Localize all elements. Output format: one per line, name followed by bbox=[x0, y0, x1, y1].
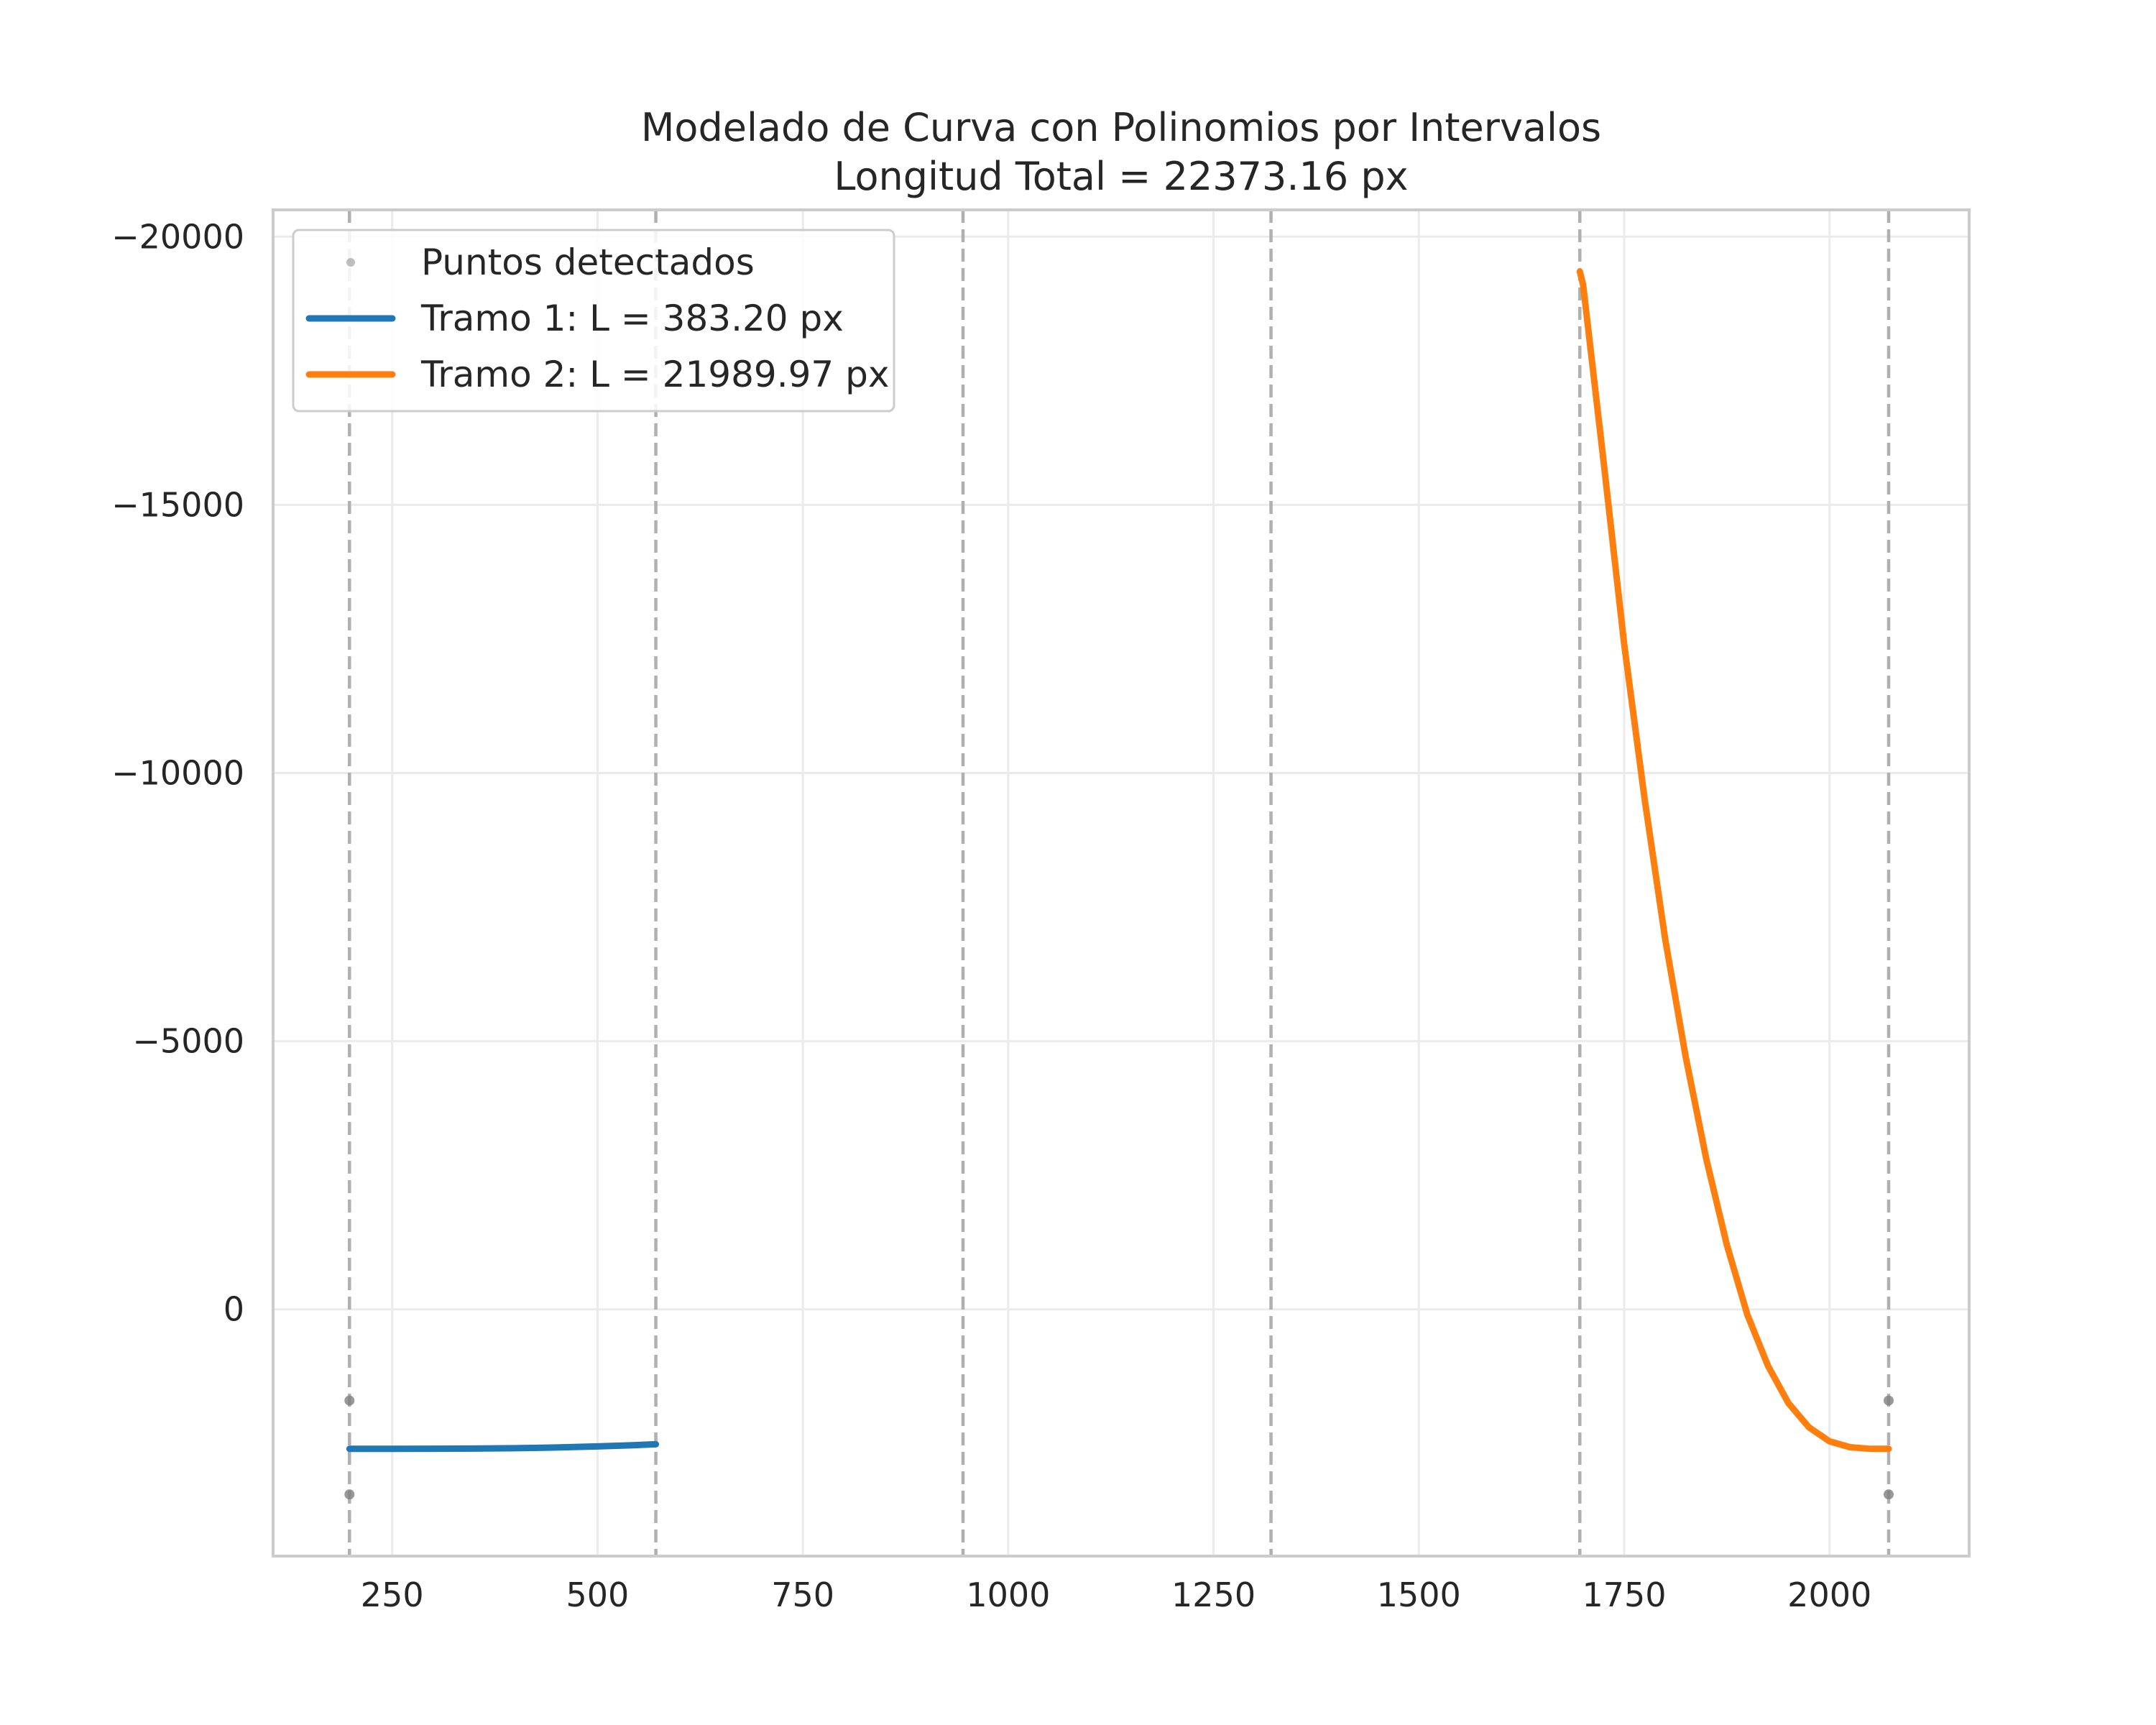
y-tick-label: −5000 bbox=[132, 1022, 244, 1061]
plot-frame bbox=[272, 208, 1971, 1558]
legend: Puntos detectados Tramo 1: L = 383.20 px T… bbox=[292, 229, 895, 413]
x-tick-label: 250 bbox=[361, 1576, 424, 1614]
y-tick-label: −15000 bbox=[111, 485, 244, 524]
detected-point bbox=[1884, 1395, 1894, 1406]
series-line-tramo-2 bbox=[1576, 268, 1892, 1453]
x-tick-label: 2000 bbox=[1787, 1576, 1871, 1614]
x-tick-label: 1000 bbox=[966, 1576, 1050, 1614]
detected-point bbox=[344, 1489, 355, 1500]
legend-marker-points bbox=[346, 258, 355, 267]
legend-label: Tramo 1: L = 383.20 px bbox=[420, 298, 844, 339]
y-tick-label: 0 bbox=[224, 1290, 244, 1329]
legend-label: Puntos detectados bbox=[421, 242, 755, 283]
detected-point bbox=[1884, 1489, 1894, 1500]
x-tick-label: 1250 bbox=[1171, 1576, 1256, 1614]
legend-box bbox=[292, 229, 895, 413]
chart-subtitle: Longitud Total = 22373.16 px bbox=[834, 154, 1408, 199]
series-line-tramo-1 bbox=[346, 1440, 660, 1453]
interval-boundaries bbox=[348, 210, 1891, 1556]
x-tick-label: 1500 bbox=[1377, 1576, 1461, 1614]
detected-points bbox=[344, 1395, 1894, 1500]
x-tick-label: 500 bbox=[566, 1576, 630, 1614]
x-tick-label: 750 bbox=[771, 1576, 834, 1614]
y-tick-label: −10000 bbox=[111, 754, 244, 793]
legend-label: Tramo 2: L = 21989.97 px bbox=[420, 354, 889, 395]
tick-labels: 250 500 750 1000 1250 1500 1750 2000 −20000 −1500… bbox=[111, 217, 1871, 1614]
detected-point bbox=[344, 1395, 355, 1406]
y-tick-label: −20000 bbox=[111, 217, 244, 256]
chart-title: Modelado de Curva con Polinomios por Int… bbox=[641, 105, 1601, 150]
x-tick-label: 1750 bbox=[1582, 1576, 1666, 1614]
series bbox=[346, 268, 1892, 1453]
